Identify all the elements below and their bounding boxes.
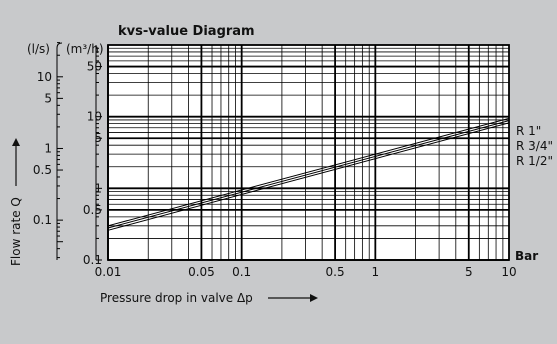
x-tick-label: 1 (372, 265, 380, 279)
y-tick-label-m3h: 10 (87, 110, 102, 124)
x-tick-label: 10 (501, 265, 516, 279)
y-tick-label-ls: 5 (44, 91, 52, 105)
x-tick-labels: 0.01 0.05 0.1 0.5 1 5 10 (95, 265, 517, 279)
series-line (107, 120, 510, 229)
y-tick-label-ls: 0.1 (33, 213, 52, 227)
x-tick-label: 5 (465, 265, 473, 279)
y-axis-ls-cap (56, 42, 63, 49)
plot-area (108, 45, 509, 260)
x-tick-label: 0.05 (188, 265, 215, 279)
y-tick-label-ls: 1 (44, 141, 52, 155)
y-tick-label-m3h: 1 (94, 181, 102, 195)
y-unit-ls: (l/s) (27, 42, 50, 56)
y-tick-label-m3h: 5 (94, 131, 102, 145)
axes (56, 42, 510, 261)
y-tick-labels-ls: 0.1 0.5 1 5 10 (33, 70, 52, 227)
y-tick-label-ls: 10 (37, 70, 52, 84)
x-tick-label: 0.1 (232, 265, 251, 279)
series-label: R 1/2" (516, 154, 553, 168)
y-axis-arrow (12, 138, 20, 186)
x-tick-label: 0.5 (326, 265, 345, 279)
chart-title: kvs-value Diagram (118, 24, 255, 39)
series-line (107, 117, 510, 227)
series-labels: R 1"R 3/4"R 1/2" (516, 124, 553, 168)
x-unit-label: Bar (515, 249, 538, 263)
plot-frame (107, 44, 510, 261)
y-axis-label: Flow rate Q (9, 197, 23, 266)
y-unit-m3h: (m³/h) (66, 42, 104, 56)
y-tick-label-ls: 0.5 (33, 163, 52, 177)
x-axis-label: Pressure drop in valve Δp (100, 291, 253, 305)
x-tick-label: 0.01 (95, 265, 122, 279)
y-tick-label-m3h: 0.1 (83, 253, 102, 267)
series-label: R 3/4" (516, 139, 553, 153)
y-tick-label-m3h: 50 (87, 60, 102, 74)
x-axis-arrow (268, 294, 318, 302)
y-tick-labels-m3h: 0.1 0.5 1 5 10 50 (83, 60, 102, 267)
series-lines (107, 117, 510, 231)
series-line (107, 122, 510, 231)
series-label: R 1" (516, 124, 541, 138)
y-tick-label-m3h: 0.5 (83, 203, 102, 217)
